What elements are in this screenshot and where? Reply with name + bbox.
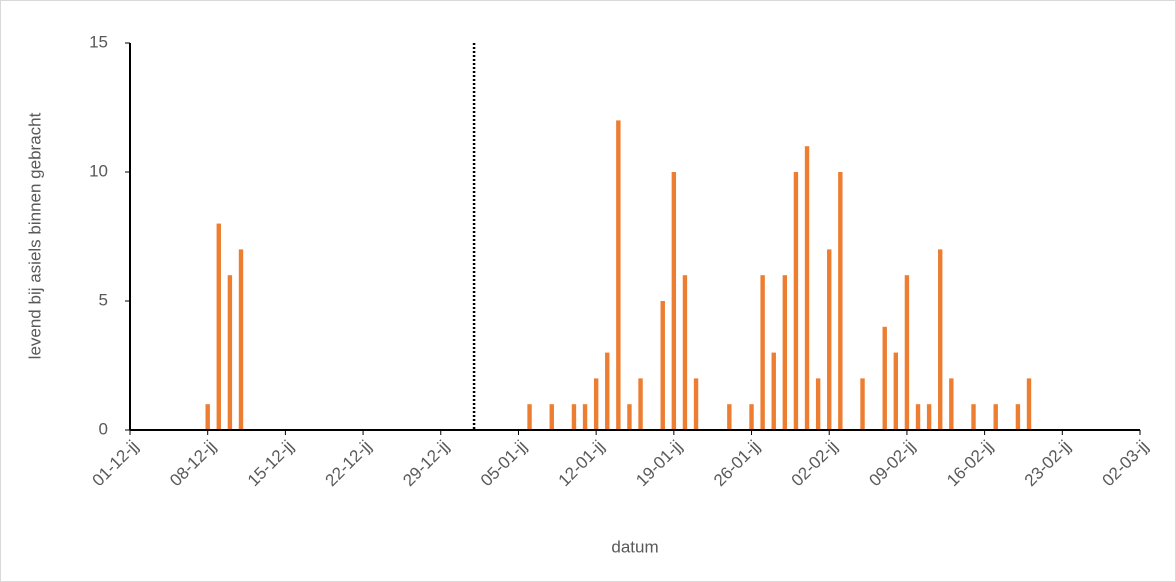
bar	[949, 378, 954, 430]
bar	[749, 404, 754, 430]
bar	[593, 378, 599, 430]
bar	[771, 352, 776, 430]
y-axis-title: levend bij asiels binnen gebracht	[25, 112, 44, 359]
y-tick-label: 15	[89, 32, 108, 51]
bar	[527, 404, 532, 430]
bar	[605, 352, 610, 430]
y-tick-label: 10	[89, 161, 108, 180]
bar	[893, 352, 899, 430]
bar	[1026, 378, 1032, 430]
bar	[1015, 404, 1021, 430]
bar	[815, 378, 821, 430]
bar	[582, 404, 588, 430]
bar	[616, 120, 621, 431]
bar	[571, 404, 577, 430]
bar	[660, 301, 665, 430]
bar	[627, 404, 632, 430]
bar	[838, 172, 843, 430]
bar	[238, 249, 244, 430]
bar	[549, 404, 554, 430]
y-tick-label: 0	[99, 419, 108, 438]
bar	[682, 275, 688, 430]
bar	[760, 275, 765, 430]
x-axis-title: datum	[611, 537, 658, 556]
bar	[993, 404, 998, 430]
bar	[904, 275, 910, 430]
bar	[205, 404, 210, 430]
bar	[693, 378, 699, 430]
bar	[727, 404, 732, 430]
bar	[782, 275, 788, 430]
bar	[882, 326, 887, 430]
y-tick-label: 5	[99, 290, 108, 309]
bar	[971, 404, 976, 430]
bar	[938, 249, 943, 430]
bar	[926, 404, 932, 430]
bar	[671, 172, 677, 430]
bar	[860, 378, 865, 430]
bar	[227, 275, 233, 430]
bar	[804, 146, 810, 430]
bar	[216, 223, 221, 430]
bar	[827, 249, 832, 430]
bar	[793, 172, 799, 430]
bar	[638, 378, 643, 430]
bar	[915, 404, 921, 430]
